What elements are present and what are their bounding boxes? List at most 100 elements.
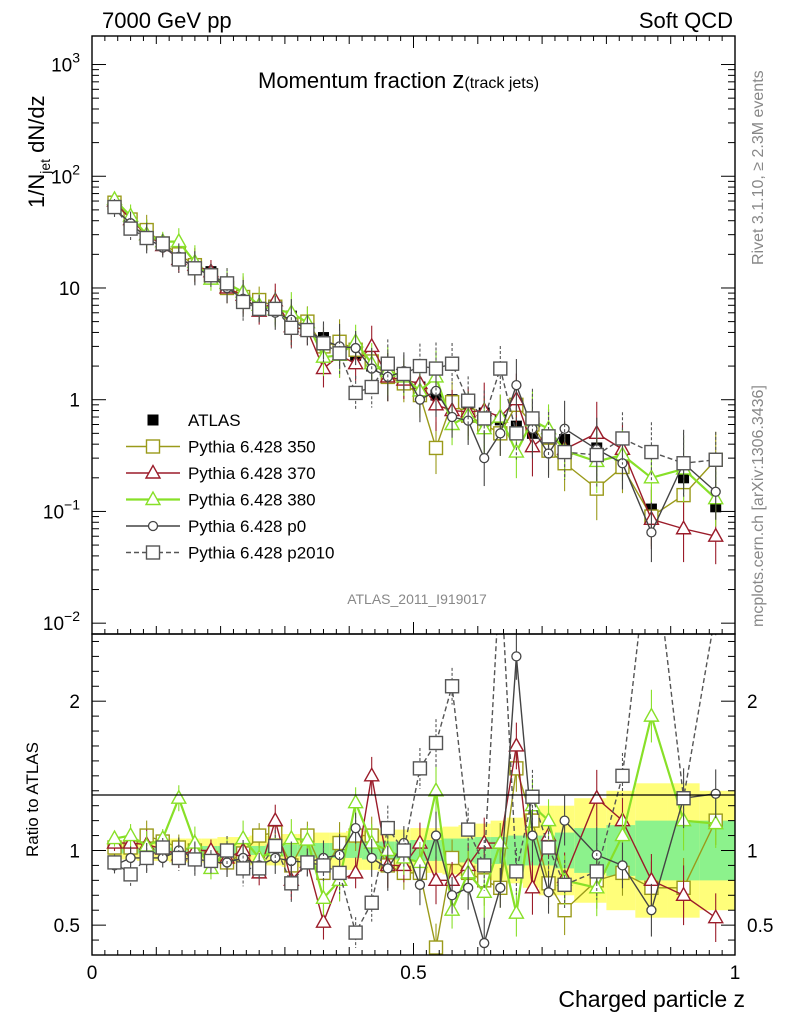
plot-title-z: z bbox=[452, 67, 464, 94]
main-point-pythia-6-428-p0 bbox=[414, 394, 426, 405]
main-point-pythia-6-428-p0 bbox=[646, 527, 657, 538]
ratio-point-pythia-6-428-p0 bbox=[414, 879, 426, 890]
ratio-point-pythia-6-428-p2010 bbox=[348, 925, 363, 940]
legend-label: Pythia 6.428 370 bbox=[188, 464, 316, 483]
ratio-point-pythia-6-428-p2010 bbox=[709, 605, 722, 618]
plot-title-main: Momentum fraction bbox=[258, 68, 452, 93]
main-point-pythia-6-428-p2010 bbox=[428, 361, 444, 376]
legend-label: Pythia 6.428 350 bbox=[188, 438, 316, 457]
main-point-pythia-6-428-p0 bbox=[710, 486, 721, 497]
main-point-pythia-6-428-p2010 bbox=[284, 320, 299, 336]
main-point-pythia-6-428-p2010 bbox=[203, 268, 219, 283]
main-point-pythia-6-428-p2010 bbox=[444, 356, 460, 371]
ratio-point-pythia-6-428-370 bbox=[675, 886, 692, 901]
main-point-pythia-6-428-p2010 bbox=[525, 411, 540, 426]
ratio-point-pythia-6-428-350 bbox=[428, 940, 444, 955]
main-point-pythia-6-428-p2010 bbox=[477, 411, 492, 426]
ratio-point-pythia-6-428-380 bbox=[540, 811, 557, 827]
ratio-point-pythia-6-428-p0 bbox=[617, 860, 628, 871]
main-point-pythia-6-428-p2010 bbox=[316, 336, 331, 351]
main-point-pythia-6-428-p2010 bbox=[615, 431, 630, 446]
ratio-line-pythia-6-428-p2010 bbox=[114, 634, 713, 935]
ratio-point-pythia-6-428-p2010 bbox=[187, 852, 203, 867]
legend-marker bbox=[144, 464, 162, 479]
ratio-point-pythia-6-428-p2010 bbox=[139, 850, 154, 866]
legend-entry: Pythia 6.428 p2010 bbox=[126, 544, 335, 563]
ratio-point-pythia-6-428-p2010 bbox=[171, 850, 187, 866]
legend-entry: Pythia 6.428 350 bbox=[126, 438, 316, 457]
ratio-point-pythia-6-428-p2010 bbox=[219, 843, 235, 858]
ratio-point-pythia-6-428-p2010 bbox=[332, 865, 347, 881]
main-point-pythia-6-428-p2010 bbox=[541, 429, 556, 444]
plot-title: Momentum fraction z(track jets) bbox=[258, 67, 539, 94]
main-point-pythia-6-428-p2010 bbox=[412, 358, 428, 374]
x-axis-label: Charged particle z bbox=[558, 986, 745, 1012]
ratio-point-pythia-6-428-p2010 bbox=[268, 838, 283, 854]
ratio-y-tick-label-right: 2 bbox=[747, 692, 758, 713]
main-point-pythia-6-428-p0 bbox=[463, 415, 474, 426]
ratio-y-axis-label: Ratio to ATLAS bbox=[23, 742, 42, 857]
mcplots-reference-label: mcplots.cern.ch [arXiv:1306.3436] bbox=[750, 385, 767, 627]
main-point-pythia-6-428-p2010 bbox=[396, 366, 412, 382]
main-point-pythia-6-428-p2010 bbox=[139, 230, 154, 246]
main-y-tick-label: 10 bbox=[59, 279, 80, 300]
ratio-point-pythia-6-428-370 bbox=[315, 913, 332, 928]
legend-marker bbox=[147, 414, 159, 426]
ratio-point-pythia-6-428-p2010 bbox=[251, 861, 267, 876]
ratio-point-pythia-6-428-p0 bbox=[430, 830, 442, 841]
rivet-version-label: Rivet 3.1.10, ≥ 2.3M events bbox=[750, 70, 767, 265]
ratio-panel-plot-area bbox=[106, 560, 724, 955]
main-point-pythia-6-428-p2010 bbox=[676, 456, 691, 471]
ratio-point-pythia-6-428-p2010 bbox=[396, 843, 412, 858]
main-point-pythia-6-428-p2010 bbox=[708, 452, 723, 467]
ratio-point-pythia-6-428-370 bbox=[524, 878, 541, 894]
ratio-point-pythia-6-428-p2010 bbox=[460, 822, 476, 837]
ratio-point-pythia-6-428-370 bbox=[267, 811, 284, 827]
main-point-pythia-6-428-p2010 bbox=[300, 322, 315, 338]
legend-label: Pythia 6.428 380 bbox=[188, 491, 316, 510]
main-point-pythia-6-428-p2010 bbox=[644, 444, 659, 460]
ratio-point-pythia-6-428-p2010 bbox=[316, 858, 331, 873]
band-stat-bin bbox=[249, 846, 266, 855]
main-point-pythia-6-428-p2010 bbox=[155, 236, 170, 251]
main-point-pythia-6-428-350 bbox=[428, 440, 444, 456]
ratio-point-pythia-6-428-p0 bbox=[495, 882, 506, 893]
main-point-pythia-6-428-p2010 bbox=[219, 276, 235, 291]
legend-marker bbox=[144, 490, 162, 506]
ratio-point-pythia-6-428-350 bbox=[251, 828, 267, 843]
main-y-tick-label: 10−1 bbox=[43, 496, 80, 523]
main-point-pythia-6-428-370 bbox=[675, 519, 692, 535]
main-point-pythia-6-428-p2010 bbox=[235, 294, 251, 310]
ratio-point-pythia-6-428-p0 bbox=[710, 788, 721, 799]
main-y-axis-label-sub: jet bbox=[37, 159, 53, 175]
ratio-point-pythia-6-428-p0 bbox=[350, 822, 361, 834]
ratio-point-pythia-6-428-p2010 bbox=[412, 761, 428, 776]
legend: ATLAS Pythia 6.428 350 Pythia 6.428 370 Pyt… bbox=[126, 411, 335, 563]
main-point-pythia-6-428-p2010 bbox=[107, 199, 122, 215]
ratio-point-pythia-6-428-380 bbox=[315, 889, 332, 904]
ratio-point-pythia-6-428-380 bbox=[508, 904, 525, 919]
analysis-id-label: ATLAS_2011_I919017 bbox=[347, 591, 487, 607]
ratio-point-pythia-6-428-370 bbox=[508, 737, 525, 752]
main-point-pythia-6-428-p2010 bbox=[380, 356, 395, 371]
ratio-point-pythia-6-428-p2010 bbox=[494, 560, 507, 573]
main-y-axis-label-base: 1/N bbox=[24, 174, 49, 208]
legend-entry: ATLAS bbox=[147, 411, 241, 430]
legend-entry: Pythia 6.428 p0 bbox=[126, 517, 306, 536]
ratio-point-pythia-6-428-p0 bbox=[511, 651, 522, 662]
ratio-point-pythia-6-428-p0 bbox=[543, 887, 554, 898]
header-right-label: Soft QCD bbox=[639, 8, 733, 33]
ratio-point-pythia-6-428-p2010 bbox=[557, 877, 572, 893]
ratio-point-pythia-6-428-p2010 bbox=[444, 679, 460, 694]
ratio-point-pythia-6-428-p2010 bbox=[428, 735, 444, 751]
main-point-pythia-6-428-p2010 bbox=[171, 252, 187, 267]
ratio-point-pythia-6-428-p0 bbox=[463, 882, 474, 893]
ratio-point-pythia-6-428-p2010 bbox=[155, 840, 170, 855]
ratio-point-pythia-6-428-p2010 bbox=[541, 840, 556, 855]
ratio-point-pythia-6-428-370 bbox=[347, 863, 364, 879]
band-stat-bin bbox=[281, 844, 298, 857]
main-point-pythia-6-428-p2010 bbox=[557, 444, 572, 460]
main-line-pythia-6-428-p2010 bbox=[113, 206, 716, 464]
ratio-point-pythia-6-428-380 bbox=[427, 781, 445, 797]
